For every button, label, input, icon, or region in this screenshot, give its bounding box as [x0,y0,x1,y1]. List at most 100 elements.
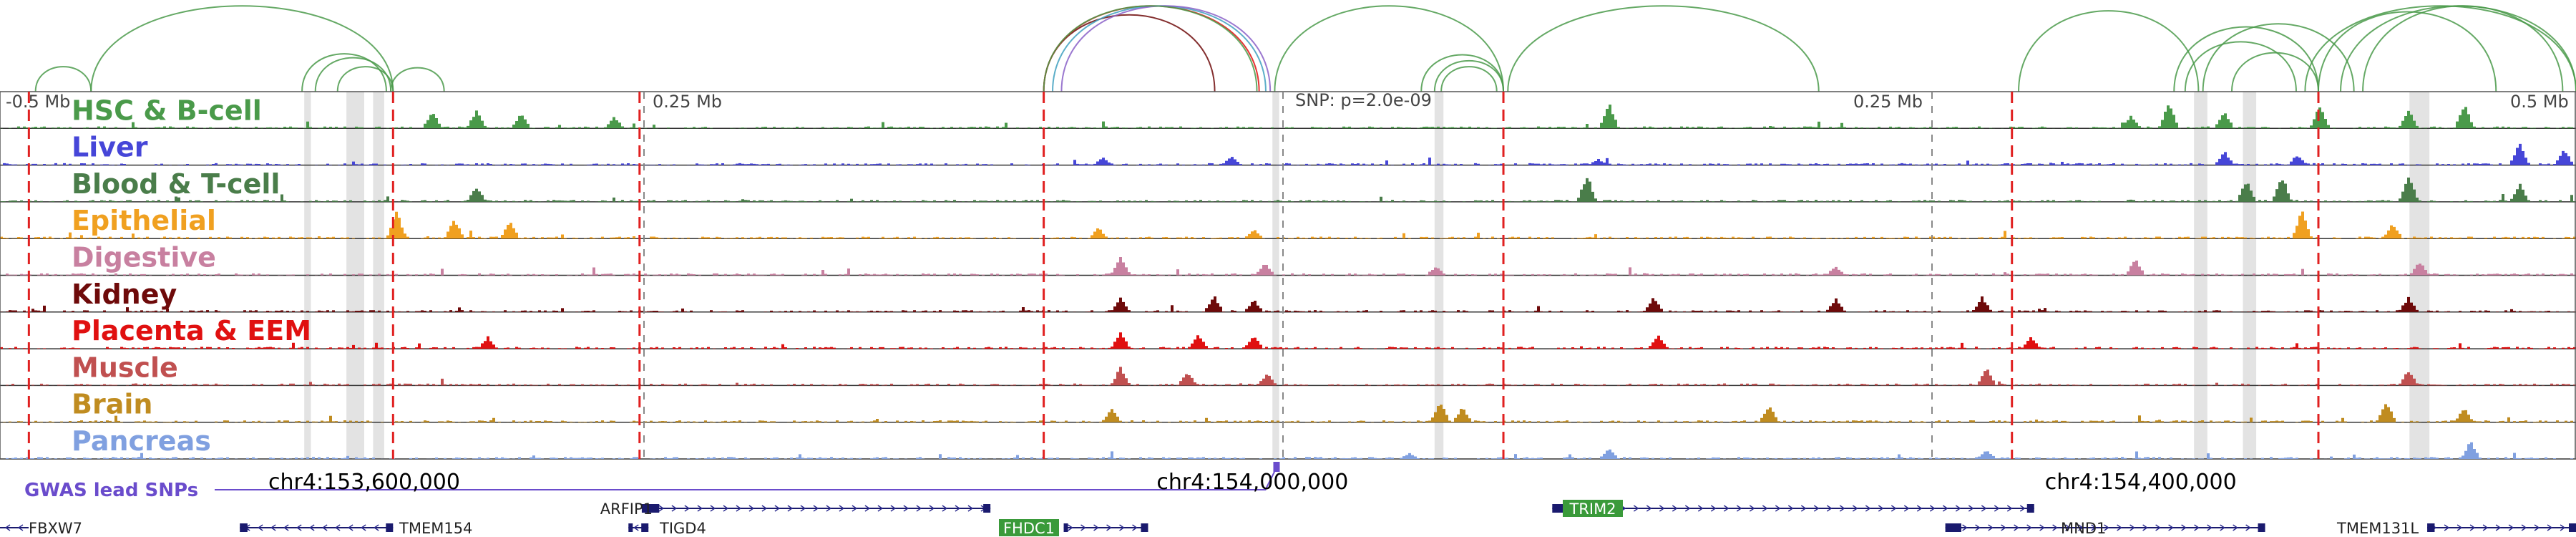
strand-arrow [1826,505,1833,512]
chromatin-loop [90,5,394,92]
strand-arrow [723,505,729,512]
strand-arrow [4,524,11,531]
chromatin-loop [1440,66,1498,92]
strand-arrow [1865,505,1871,512]
coordinate-label: chr4:154,000,000 [1156,470,1348,495]
strand-arrow [2129,524,2135,531]
gene-label: TIGD4 [659,520,706,537]
exon [240,523,248,532]
strand-arrow [1968,505,1974,512]
gene-label: ARFIP1 [600,500,653,518]
exon [2569,523,2576,532]
exon [641,504,660,513]
strand-arrow [1749,505,1755,512]
strand-arrow [2168,524,2174,531]
strand-arrow [347,524,353,531]
strand-arrow [2117,524,2122,531]
scale-labels: -0.5 Mb 0.25 Mb 0.25 Mb 0.5 Mb SNP: p=2.… [6,90,2569,112]
strand-arrow [2534,524,2540,531]
exon [628,523,633,532]
strand-arrow [283,524,289,531]
strand-arrow [1119,524,1125,531]
gene-label: TRIM2 [1568,500,1616,518]
chromatin-loop [1043,5,1258,92]
gwas-track: GWAS lead SNPs [24,462,1280,501]
strand-arrow [826,505,832,512]
chromatin-loop [390,67,445,92]
track-signal [0,296,2576,312]
strand-arrow [2142,524,2148,531]
strand-arrow [334,524,341,531]
strand-arrow [321,524,328,531]
strand-arrow [2508,524,2514,531]
strand-arrow [955,505,961,512]
exon [1141,523,1148,532]
gene-label-box [1563,500,1623,517]
track-signal [0,177,2576,202]
strand-arrow [17,524,24,531]
strand-arrow [813,505,819,512]
chromatin-loop [314,57,392,92]
signal-tracks [0,91,2576,460]
chromatin-loops [34,5,2576,92]
strand-arrow [1723,505,1729,512]
strand-arrow [1942,505,1948,512]
strand-arrow [2521,524,2527,531]
strand-arrow [1106,524,1112,531]
exon [1063,523,1068,532]
strand-arrow [2155,524,2161,531]
strand-arrow [1093,524,1099,531]
strand-arrow [1659,505,1665,512]
strand-arrow [1813,505,1820,512]
chromatin-loop [1043,5,1260,92]
strand-arrow [2039,524,2045,531]
exon [1945,523,1961,532]
strand-arrow [2194,524,2200,531]
strand-arrow [2104,524,2109,531]
strand-arrow [1852,505,1858,512]
strand-arrow [852,505,858,512]
strand-arrow [2233,524,2238,531]
track-signal [0,367,2576,386]
strand-arrow [877,505,884,512]
track-label: Epithelial [72,205,216,236]
strand-arrow [1903,505,1910,512]
chromatin-loop [301,53,387,92]
strand-arrow [2220,524,2225,531]
strand-arrow [2001,524,2006,531]
track-signal [0,442,2576,459]
track-label: Kidney [72,279,177,310]
chromatin-loop [2318,11,2497,92]
coordinate-label: chr4:154,400,000 [2045,470,2237,495]
strand-arrow [360,524,366,531]
chromatin-loop [2018,10,2200,92]
strand-arrow [710,505,716,512]
track-signal [0,211,2576,239]
gene-label: FHDC1 [1003,520,1055,537]
chromatin-loop [34,66,92,92]
scale-label: 0.5 Mb [2510,92,2569,112]
strand-arrow [748,505,755,512]
strand-arrow [1080,524,1086,531]
track-label: Placenta & EEM [72,315,311,347]
strand-arrow [1962,524,1968,531]
chromatin-loop [2173,26,2319,92]
track-label: Muscle [72,352,178,383]
chromatin-loop [2202,23,2355,92]
strand-arrow [1646,505,1652,512]
strand-arrow [787,505,794,512]
strand-arrow [2457,524,2463,531]
gwas-track-label: GWAS lead SNPs [24,480,198,501]
dashed-markers [27,92,2320,459]
strand-arrow [1787,505,1794,512]
strand-arrow [864,505,871,512]
snp-pvalue-label: SNP: p=2.0e-09 [1295,90,1432,110]
track-label: Pancreas [72,425,211,457]
track-label: HSC & B-cell [72,95,262,126]
strand-arrow [2014,524,2019,531]
chromatin-loop [1433,60,1505,92]
strand-arrow [671,505,678,512]
gene-track: FBXW7 TMEM154 ARFIP1 TIGD4 FHDC1 TRIM2 MND1 TME… [0,500,2576,537]
strand-arrow [2019,505,2026,512]
strand-arrow [1839,505,1845,512]
